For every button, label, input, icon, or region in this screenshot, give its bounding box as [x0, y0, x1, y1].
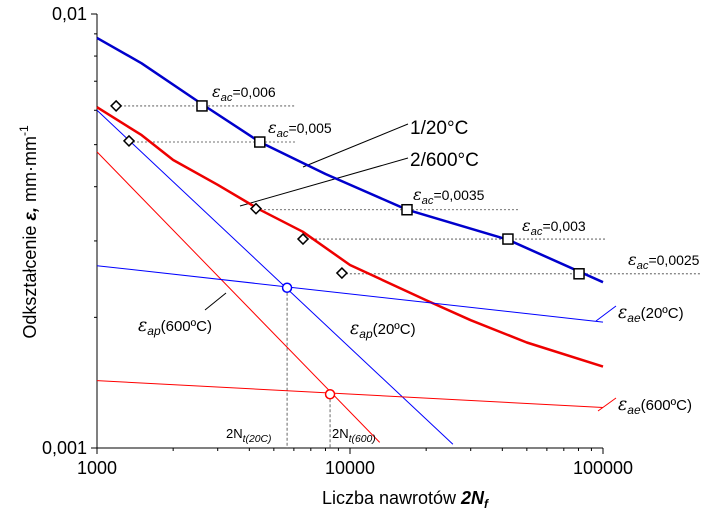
strain-label: εac=0,003	[522, 216, 586, 238]
leader-line	[595, 305, 617, 322]
y-axis-label: Odkształcenie ε, mm·mm-1	[17, 125, 40, 339]
strain-label-part: ac	[221, 92, 233, 104]
leader-line	[239, 157, 409, 207]
leader-line	[302, 123, 409, 168]
strain-label: εac=0,0025	[628, 250, 700, 272]
data-point	[281, 282, 293, 294]
component-label-part: ε	[618, 395, 627, 415]
strain-label-part: =0,005	[288, 120, 331, 136]
strain-label-part: ε	[413, 185, 422, 204]
life-label-part: t(600)	[349, 434, 376, 445]
life-label: 2Nt(600)	[332, 426, 376, 445]
x-tick-label: 100000	[573, 458, 633, 478]
line-series	[96, 380, 604, 408]
component-label-part: (20ºC)	[641, 305, 684, 322]
life-label-part: 2N	[332, 426, 349, 441]
data-point	[110, 99, 123, 112]
strain-label-part: ac	[277, 128, 289, 140]
line-series	[96, 106, 604, 368]
strain-label: εac=0,005	[268, 118, 332, 140]
data-point	[401, 203, 413, 216]
strain-label-part: =0,006	[232, 84, 275, 100]
line-series	[96, 109, 454, 445]
x-tick-label: 1000	[77, 458, 117, 478]
y-tick-label: 0,01	[52, 4, 87, 24]
component-label: εae(600ºC)	[618, 395, 692, 417]
data-point	[335, 266, 348, 280]
component-label-part: ε	[138, 316, 147, 336]
component-label-part: (600ºC)	[161, 318, 212, 335]
curve-label: 2/600°C	[410, 150, 479, 171]
curve-label: 1/20°C	[410, 118, 468, 139]
life-label: 2Nt(20C)	[226, 426, 272, 445]
leader-line	[204, 292, 227, 311]
y-label-text: Odkształcenie	[20, 221, 40, 339]
strain-label-part: ε	[212, 82, 221, 101]
y-label-unit: mm·mm	[20, 136, 40, 207]
y-label-symbol: ε,	[20, 207, 40, 221]
component-label-part: ae	[627, 403, 641, 417]
y-tick-label: 0,001	[42, 438, 87, 458]
line-series	[96, 36, 604, 284]
strain-label-part: ε	[628, 250, 637, 269]
component-label: εap(20ºC)	[350, 319, 416, 341]
life-label-part: t(20C)	[243, 434, 272, 445]
strain-label-part: ac	[422, 195, 434, 207]
data-point	[196, 100, 208, 112]
data-point	[324, 388, 336, 400]
x-axis-label: Liczba nawrotów 2Nf	[322, 488, 489, 511]
strain-label: εac=0,006	[212, 82, 276, 104]
line-series	[96, 265, 604, 323]
strain-label-part: ac	[637, 260, 649, 272]
component-label-part: ε	[350, 319, 359, 339]
component-label-part: ae	[627, 311, 641, 325]
component-label: εae(20ºC)	[618, 303, 684, 325]
data-point	[122, 134, 136, 147]
strain-label-part: =0,0035	[433, 187, 484, 203]
leader-line	[597, 397, 617, 412]
x-label-text: Liczba nawrotów	[322, 488, 461, 508]
data-point	[296, 232, 310, 246]
component-label-part: (600ºC)	[641, 397, 692, 414]
data-point	[502, 233, 514, 245]
data-point	[573, 268, 585, 280]
component-label: εap(600ºC)	[138, 316, 212, 338]
component-label-part: ap	[147, 324, 161, 338]
strain-label-part: ε	[522, 216, 531, 235]
strain-label-part: ε	[268, 118, 277, 137]
y-label-superscript: -1	[17, 125, 31, 136]
strain-label: εac=0,0035	[413, 185, 485, 207]
component-label-part: ε	[618, 303, 627, 323]
strain-label-part: =0,0025	[648, 252, 699, 268]
strain-label-part: ac	[531, 226, 543, 238]
data-point	[254, 136, 266, 148]
data-point	[249, 202, 263, 215]
strain-label-part: =0,003	[542, 218, 585, 234]
x-label-subscript: f	[484, 497, 489, 511]
x-label-symbol: 2N	[460, 488, 485, 508]
life-label-part: 2N	[226, 426, 243, 441]
line-series	[96, 151, 381, 443]
component-label-part: ap	[359, 327, 373, 341]
component-label-part: (20ºC)	[373, 321, 416, 338]
x-tick-label: 10000	[325, 458, 375, 478]
